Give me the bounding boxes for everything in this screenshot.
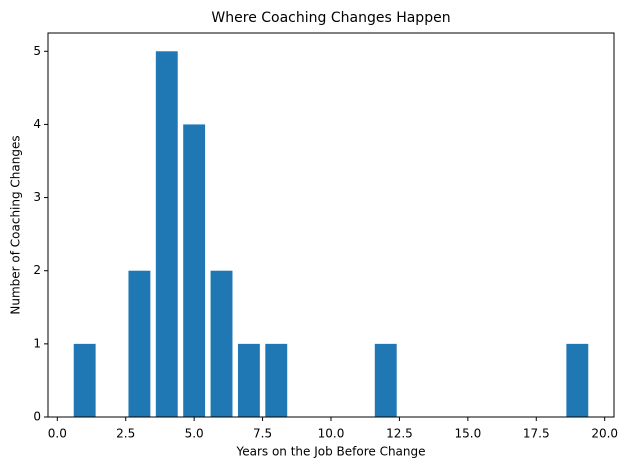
x-tick-label: 7.5 (253, 427, 272, 441)
y-tick-label: 4 (33, 117, 41, 131)
x-tick-label: 0.0 (48, 427, 67, 441)
x-axis-label: Years on the Job Before Change (235, 445, 425, 459)
y-axis-label: Number of Coaching Changes (9, 135, 23, 314)
bar (265, 343, 288, 417)
x-tick-label: 2.5 (116, 427, 135, 441)
bar (566, 343, 589, 417)
bar (210, 270, 233, 417)
bar (128, 270, 151, 417)
bar (374, 343, 397, 417)
bar (73, 343, 96, 417)
y-tick-label: 2 (33, 263, 41, 277)
y-tick-label: 3 (33, 190, 41, 204)
y-tick-label: 1 (33, 336, 41, 350)
bar (183, 124, 206, 417)
y-tick-label: 5 (33, 44, 41, 58)
plot-frame (47, 32, 615, 418)
chart-title: Where Coaching Changes Happen (211, 10, 450, 26)
x-tick-label: 17.5 (523, 427, 550, 441)
x-tick-label: 10.0 (318, 427, 345, 441)
x-tick-label: 12.5 (386, 427, 413, 441)
bar (155, 51, 178, 418)
x-tick-label: 15.0 (454, 427, 481, 441)
x-tick-label: 5.0 (185, 427, 204, 441)
x-tick-label: 20.0 (591, 427, 618, 441)
y-tick-label: 0 (33, 410, 41, 424)
bar (237, 343, 260, 417)
